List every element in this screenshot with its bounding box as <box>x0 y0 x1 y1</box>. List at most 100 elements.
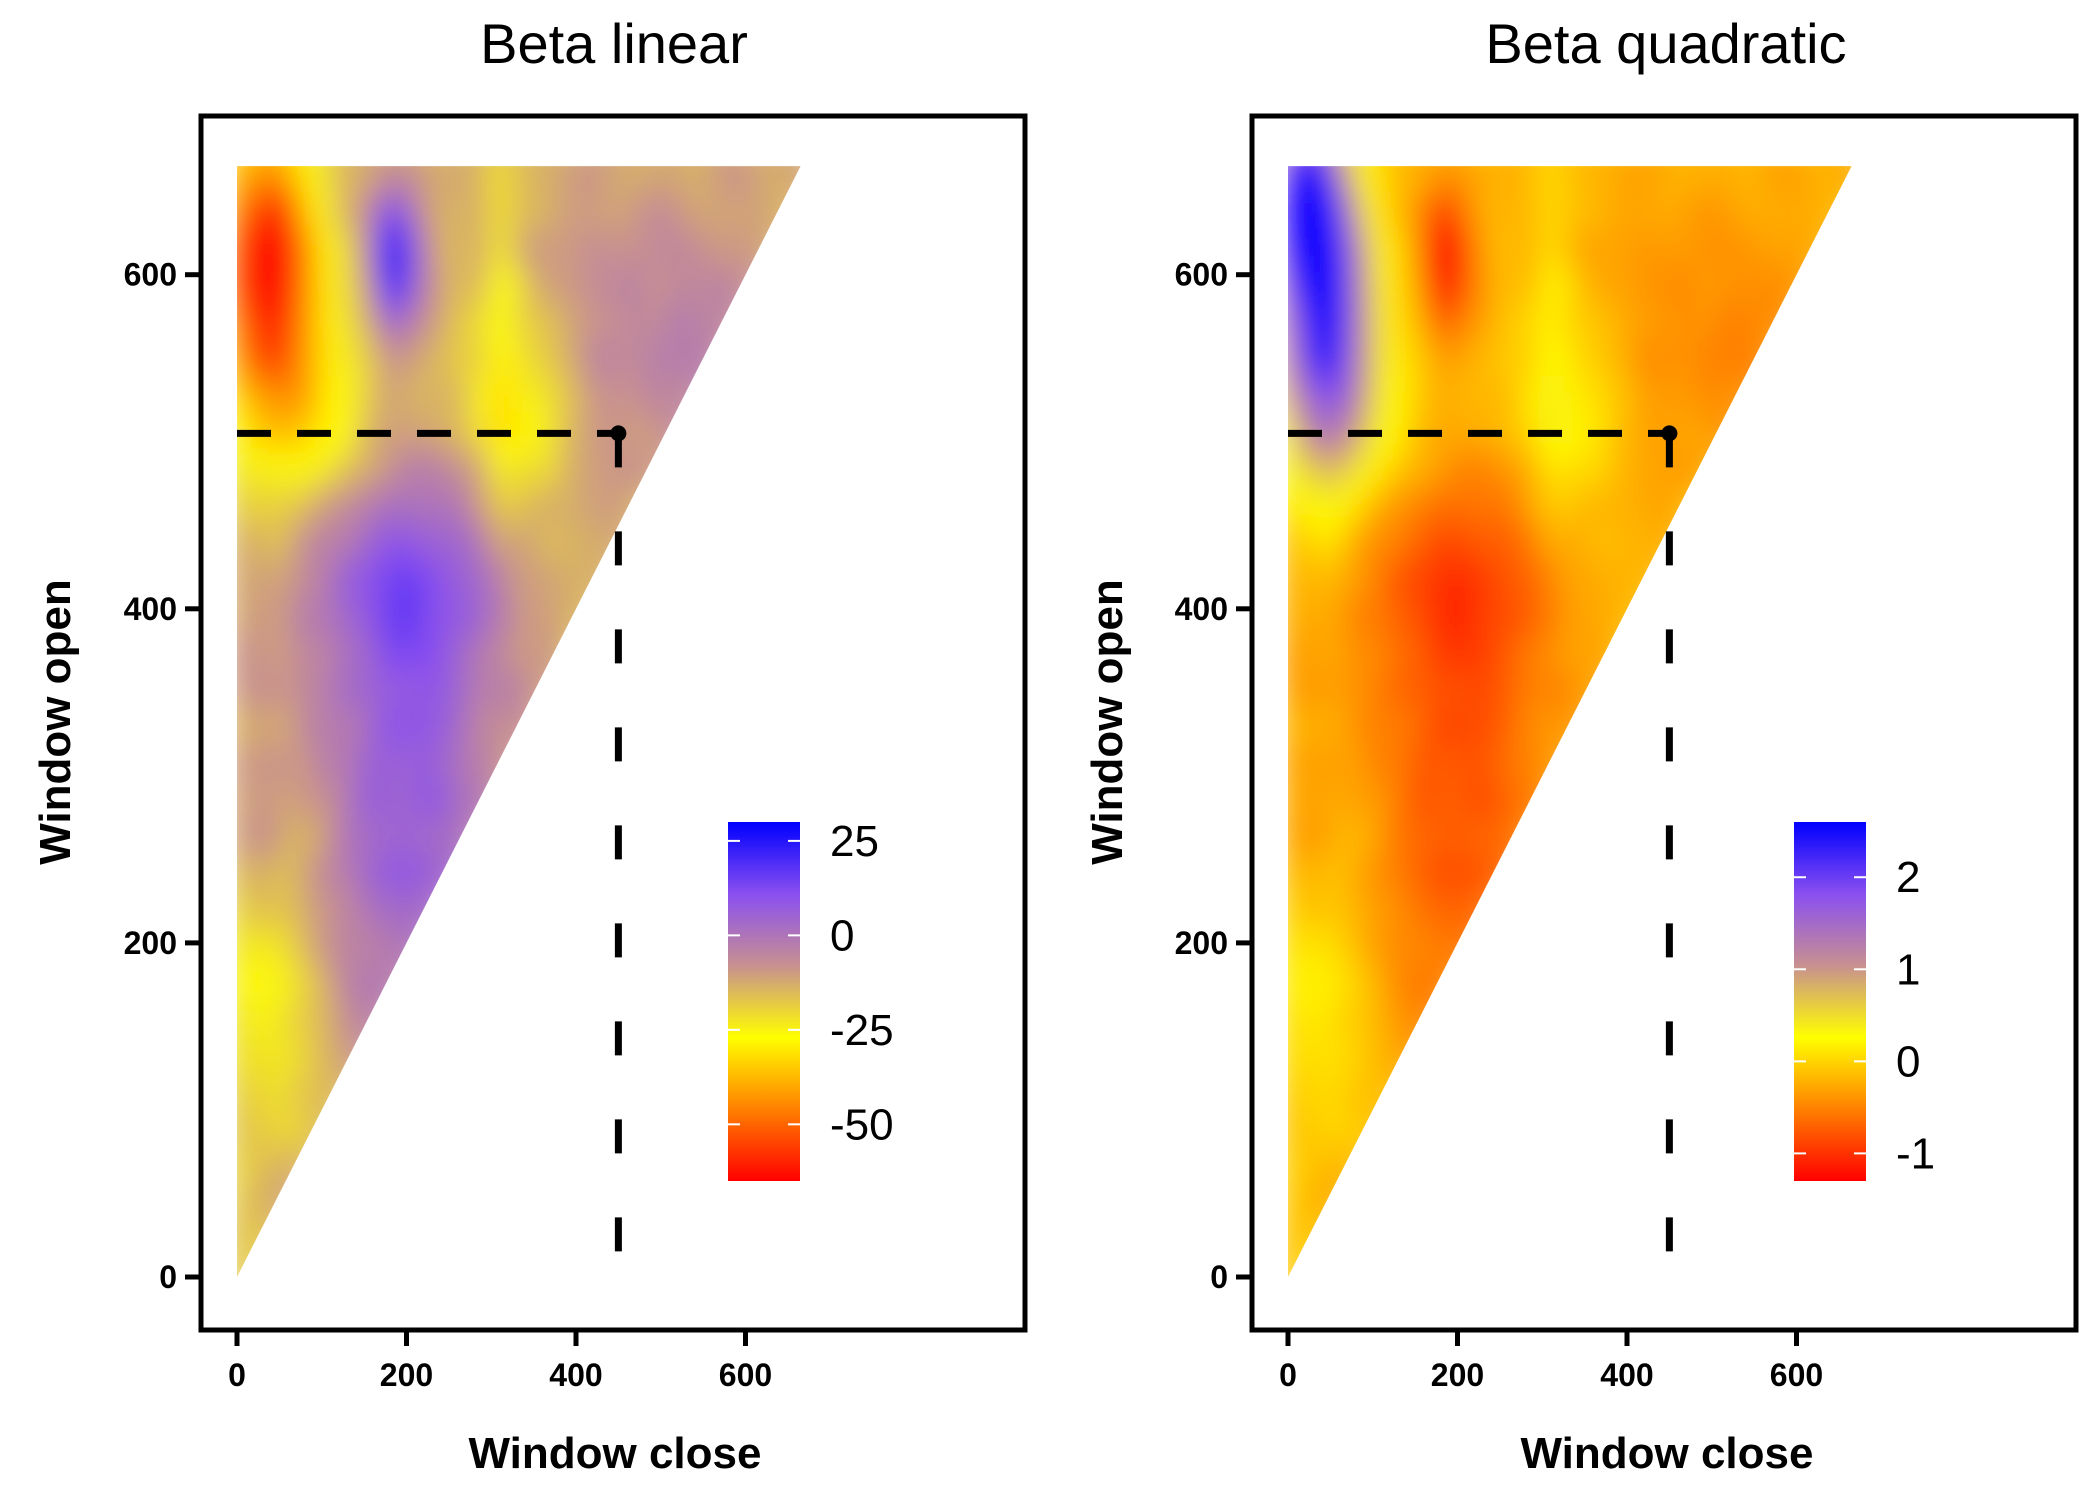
heatmap-cell <box>245 475 255 493</box>
heatmap-cell <box>1593 608 1603 627</box>
heatmap-cell <box>1347 759 1357 777</box>
heatmap-cell <box>1669 508 1679 527</box>
heatmap-cell <box>1296 525 1306 543</box>
heatmap-cell <box>491 191 501 209</box>
heatmap-cell <box>1364 675 1374 694</box>
heatmap-cell <box>1686 358 1696 376</box>
heatmap-cell <box>499 709 510 727</box>
heatmap-cell <box>389 558 400 577</box>
heatmap-cell <box>1347 391 1357 410</box>
heatmap-cell <box>389 207 400 226</box>
heatmap-cell <box>1508 558 1518 577</box>
heatmap-cell <box>1406 358 1417 376</box>
heatmap-cell <box>1330 1160 1340 1178</box>
heatmap-cell <box>287 542 298 560</box>
heatmap-cell <box>1313 608 1323 627</box>
heatmap-cell <box>253 892 264 911</box>
heatmap-cell <box>338 892 349 911</box>
heatmap-cell <box>593 558 603 577</box>
heatmap-cell <box>415 775 425 794</box>
heatmap-cell <box>457 174 467 193</box>
heatmap-cell <box>245 976 255 994</box>
heatmap-cell <box>237 274 238 293</box>
heatmap-cell <box>304 1009 315 1028</box>
heatmap-cell <box>253 258 264 276</box>
heatmap-cell <box>1440 993 1450 1011</box>
heatmap-cell <box>601 458 611 477</box>
heatmap-cell <box>1423 174 1434 193</box>
heatmap-cell <box>508 508 518 527</box>
heatmap-cell <box>1508 725 1518 744</box>
heatmap-cell <box>1711 207 1722 226</box>
heatmap-cell <box>1364 959 1374 978</box>
heatmap-cell <box>279 876 289 894</box>
heatmap-cell <box>1601 166 1612 176</box>
heatmap-cell <box>559 274 569 293</box>
heatmap-cell <box>711 258 722 276</box>
heatmap-cell <box>626 241 637 259</box>
heatmap-cell <box>237 458 247 477</box>
heatmap-cell <box>237 475 238 493</box>
heatmap-cell <box>542 408 552 426</box>
heatmap-cell <box>270 892 281 911</box>
heatmap-cell <box>1288 1059 1289 1078</box>
heatmap-cell <box>313 166 323 176</box>
heatmap-cell <box>1355 859 1366 878</box>
heatmap-cell <box>1288 759 1298 777</box>
heatmap-cell <box>1466 525 1476 543</box>
heatmap-cell <box>381 508 391 527</box>
heatmap-cell <box>1330 759 1340 777</box>
heatmap-cell <box>516 308 527 326</box>
heatmap-cell <box>448 675 459 694</box>
heatmap-cell <box>245 575 255 594</box>
heatmap-cell <box>1355 441 1366 460</box>
heatmap-cell <box>440 274 450 293</box>
heatmap-cell <box>304 224 315 243</box>
heatmap-cell <box>1440 959 1450 978</box>
heatmap-cell <box>1499 558 1510 577</box>
heatmap-cell <box>703 241 713 259</box>
heatmap-cell <box>1491 792 1501 811</box>
heatmap-cell <box>1669 391 1679 410</box>
heatmap-cell <box>601 525 611 543</box>
heatmap-cell <box>474 491 484 510</box>
heatmap-cell <box>550 625 561 644</box>
heatmap-cell <box>364 391 374 410</box>
heatmap-cell <box>423 792 433 811</box>
heatmap-cell <box>695 141 705 159</box>
heatmap-cell <box>1381 525 1391 543</box>
heatmap-cell <box>474 207 484 226</box>
heatmap-cell <box>1508 592 1518 610</box>
heatmap-cell <box>1432 475 1442 493</box>
heatmap-cell <box>1593 625 1603 644</box>
heatmap-cell <box>330 658 340 677</box>
heatmap-cell <box>296 441 306 460</box>
heatmap-cell <box>1296 191 1306 209</box>
heatmap-cell <box>474 625 484 644</box>
heatmap-cell <box>550 341 561 360</box>
heatmap-cell <box>1466 341 1476 360</box>
heatmap-cell <box>321 859 332 878</box>
heatmap-cell <box>584 441 594 460</box>
heatmap-cell <box>389 892 400 911</box>
heatmap-cell <box>431 709 442 727</box>
heatmap-cell <box>1482 508 1493 527</box>
heatmap-cell <box>338 592 349 610</box>
heatmap-cell <box>237 1210 247 1228</box>
heatmap-cell <box>1661 141 1671 159</box>
heatmap-cell <box>296 775 306 794</box>
heatmap-cell <box>1618 241 1628 259</box>
heatmap-cell <box>1508 759 1518 777</box>
heatmap-cell <box>253 709 264 727</box>
heatmap-cell <box>474 558 484 577</box>
heatmap-cell <box>1576 675 1586 694</box>
heatmap-cell <box>1584 592 1595 610</box>
heatmap-cell <box>1372 993 1383 1011</box>
heatmap-cell <box>372 926 383 944</box>
heatmap-cell <box>1423 542 1434 560</box>
heatmap-cell <box>1618 458 1628 477</box>
heatmap-cell <box>1305 408 1315 426</box>
heatmap-cell <box>1474 608 1484 627</box>
heatmap-cell <box>1364 1059 1374 1078</box>
heatmap-cell <box>237 191 247 209</box>
